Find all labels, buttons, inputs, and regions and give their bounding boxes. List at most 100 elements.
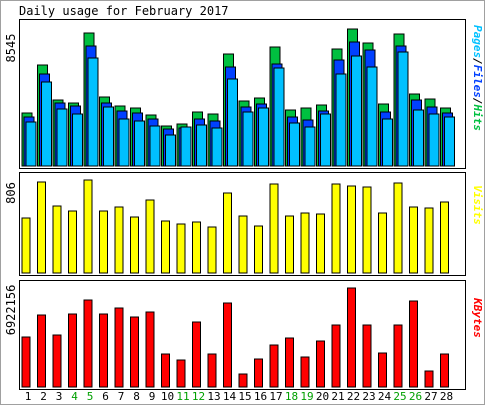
pages-bar — [397, 51, 409, 167]
kbytes-bar — [316, 340, 325, 388]
kbytes-bar — [440, 353, 449, 388]
kbytes-ymax-label: 6922156 — [4, 285, 18, 336]
visits-bar — [269, 183, 279, 274]
pages-bar — [165, 134, 176, 167]
hits-bars — [21, 28, 455, 167]
pages-bar — [335, 73, 347, 167]
visits-bar — [316, 213, 325, 274]
pages-bar — [351, 55, 362, 167]
pages-bar — [118, 118, 130, 167]
visits-bar — [99, 210, 108, 274]
kbytes-bar — [409, 300, 418, 388]
visits-bar — [424, 207, 434, 274]
visits-bar — [21, 217, 31, 274]
x-tick-label: 5 — [87, 390, 94, 403]
kbytes-bar — [378, 352, 387, 388]
legend-pages-files-hits: Pages/Files/Hits — [471, 25, 484, 131]
kbytes-bar — [223, 302, 232, 388]
visits-bar — [440, 201, 449, 274]
visits-bar — [114, 206, 124, 274]
x-tick-label: 16 — [254, 390, 267, 403]
x-tick-label: 7 — [118, 390, 125, 403]
legend-part: KBytes — [471, 297, 484, 338]
x-tick-label: 14 — [223, 390, 237, 403]
visits-bar — [145, 199, 155, 274]
kbytes-bar — [68, 313, 77, 388]
visits-bar — [285, 215, 294, 274]
kbytes-bar — [207, 353, 217, 388]
x-tick-label: 24 — [378, 390, 392, 403]
pages-bar — [180, 126, 192, 167]
kbytes-bar — [37, 314, 46, 388]
visits-bar — [254, 225, 263, 274]
legend-kbytes: KBytes — [471, 297, 484, 338]
visits-bar — [347, 185, 356, 274]
kbytes-bar — [331, 324, 341, 388]
x-tick-label: 23 — [362, 390, 375, 403]
kbytes-bar — [145, 311, 155, 388]
x-axis-labels: 1 2 3 4 5 6 7 8 9 10 11 12 13 14 15 16 17 18 19 20 21 22 23 24 2… — [25, 390, 453, 403]
visits-bar — [161, 220, 170, 274]
hits-ymax-label: 8545 — [4, 34, 18, 63]
x-tick-label: 21 — [331, 390, 344, 403]
kbytes-bar — [130, 316, 139, 388]
legend-part: / — [471, 98, 484, 105]
pages-bar — [196, 124, 207, 167]
legend-text: KBytes — [471, 297, 484, 338]
pages-bar — [41, 81, 52, 167]
visits-bar — [130, 216, 139, 274]
visits-panel-frame — [19, 172, 466, 276]
x-tick-label: 2 — [40, 390, 47, 403]
kbytes-bars — [21, 287, 449, 388]
pages-bar — [273, 67, 285, 167]
legend-part: Pages — [471, 25, 484, 58]
x-tick-label: 6 — [102, 390, 109, 403]
kbytes-bar — [300, 356, 310, 388]
x-tick-label: 26 — [409, 390, 422, 403]
legend-text: Visits — [471, 185, 484, 225]
kbytes-bar — [238, 373, 248, 388]
visits-bar — [300, 212, 310, 274]
pages-bar — [413, 109, 424, 167]
visits-bar — [393, 182, 403, 274]
x-tick-label: 11 — [176, 390, 189, 403]
x-tick-label: 19 — [300, 390, 313, 403]
kbytes-bar — [192, 321, 201, 388]
visits-bars — [21, 179, 449, 274]
visits-bar — [83, 179, 93, 274]
kbytes-bar — [176, 359, 186, 388]
x-tick-label: 13 — [207, 390, 220, 403]
pages-bar — [227, 78, 238, 167]
pages-bar — [56, 108, 68, 167]
x-tick-label: 28 — [440, 390, 453, 403]
visits-bar — [362, 186, 372, 274]
legend-part: Files — [471, 65, 484, 98]
chart-title: Daily usage for February 2017 — [19, 4, 229, 18]
pages-bar — [258, 107, 269, 167]
pages-bar — [72, 113, 83, 167]
pages-bar — [428, 113, 440, 167]
kbytes-bar — [362, 324, 372, 388]
kbytes-bar — [83, 299, 93, 388]
pages-bar — [444, 116, 455, 167]
visits-bar — [192, 221, 201, 274]
pages-bar — [134, 120, 145, 167]
visits-bar — [238, 215, 248, 274]
pages-bar — [366, 66, 378, 167]
x-tick-label: 27 — [424, 390, 437, 403]
x-tick-label: 4 — [71, 390, 78, 403]
visits-bar — [331, 183, 341, 274]
x-tick-label: 12 — [192, 390, 205, 403]
visits-bar — [223, 192, 232, 274]
legend-part: Visits — [471, 185, 484, 225]
x-tick-label: 10 — [161, 390, 174, 403]
kbytes-bar — [52, 334, 62, 388]
pages-bar — [87, 57, 99, 167]
pages-bar — [289, 122, 300, 167]
visits-bar — [409, 206, 418, 274]
kbytes-bar — [424, 370, 434, 388]
visits-bar — [378, 212, 387, 274]
legend-text: Pages/Files/Hits — [471, 25, 484, 131]
